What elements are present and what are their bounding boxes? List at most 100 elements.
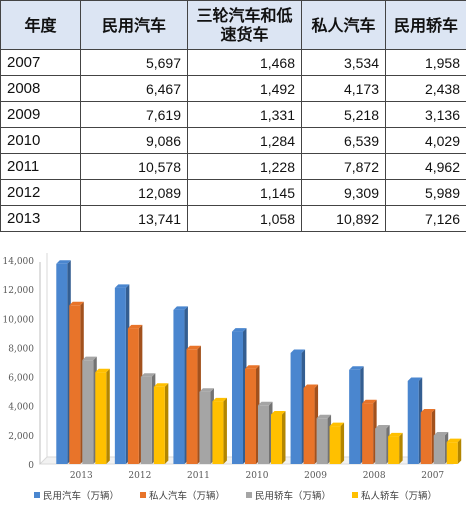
bar [154, 387, 165, 464]
bar [408, 381, 419, 464]
year-cell: 2012 [1, 180, 81, 206]
header-private-cars: 私人汽车 [302, 1, 386, 50]
bar [349, 370, 360, 464]
bar [362, 403, 373, 464]
year-cell: 2007 [1, 50, 81, 76]
bar [186, 349, 197, 464]
year-cell: 2008 [1, 76, 81, 102]
value-cell: 5,218 [302, 102, 386, 128]
bar-side [165, 383, 169, 464]
x-tick-label: 2007 [421, 471, 444, 481]
value-cell: 1,468 [188, 50, 302, 76]
value-cell: 12,089 [81, 180, 188, 206]
value-cell: 5,989 [386, 180, 466, 206]
y-tick-label: 2,000 [8, 432, 34, 442]
bar [434, 435, 445, 464]
bar [375, 428, 386, 464]
x-tick-label: 2010 [246, 471, 269, 481]
value-cell: 3,136 [386, 102, 466, 128]
value-cell: 13,741 [81, 206, 188, 232]
legend-swatch [34, 492, 40, 498]
header-tricycles-lowspeed: 三轮汽车和低速货车 [188, 1, 302, 50]
value-cell: 5,697 [81, 50, 188, 76]
header-civil-sedans: 民用轿车 [386, 1, 466, 50]
value-cell: 1,058 [188, 206, 302, 232]
bar [95, 372, 106, 464]
bar [82, 360, 93, 464]
value-cell: 7,872 [302, 154, 386, 180]
legend-swatch [246, 492, 252, 498]
y-tick-label: 12,000 [3, 286, 35, 296]
value-cell: 1,228 [188, 154, 302, 180]
bar [56, 264, 67, 464]
value-cell: 1,492 [188, 76, 302, 102]
bar [330, 426, 341, 464]
bar [173, 310, 184, 464]
bar [128, 328, 139, 464]
bar [212, 401, 223, 464]
bar [245, 369, 256, 464]
legend-label: 民用汽车（万辆） [43, 490, 119, 502]
bar [232, 332, 243, 464]
value-cell: 9,086 [81, 128, 188, 154]
value-cell: 10,578 [81, 154, 188, 180]
y-tick-label: 10,000 [3, 315, 35, 325]
value-cell: 1,145 [188, 180, 302, 206]
year-cell: 2010 [1, 128, 81, 154]
value-cell: 2,438 [386, 76, 466, 102]
value-cell: 4,962 [386, 154, 466, 180]
year-cell: 2009 [1, 102, 81, 128]
x-tick-label: 2008 [363, 471, 386, 481]
y-tick-label: 14,000 [3, 257, 35, 267]
bar [388, 436, 399, 464]
value-cell: 4,029 [386, 128, 466, 154]
x-tick-label: 2013 [70, 471, 93, 481]
bar-side [223, 398, 227, 464]
year-cell: 2013 [1, 206, 81, 232]
x-tick-label: 2011 [187, 471, 210, 481]
bar [69, 305, 80, 464]
legend-swatch [352, 492, 358, 498]
bar [421, 413, 432, 464]
bar-side [282, 411, 286, 464]
header-year: 年度 [1, 1, 81, 50]
value-cell: 3,534 [302, 50, 386, 76]
bar [271, 414, 282, 464]
bar [447, 442, 458, 464]
y-tick-label: 8,000 [8, 344, 34, 354]
legend-label: 民用轿车（万辆） [255, 490, 331, 502]
bar [304, 388, 315, 464]
bar [291, 353, 302, 464]
x-tick-label: 2009 [304, 471, 327, 481]
bar [115, 288, 126, 464]
value-cell: 1,331 [188, 102, 302, 128]
value-cell: 6,539 [302, 128, 386, 154]
value-cell: 7,126 [386, 206, 466, 232]
year-cell: 2011 [1, 154, 81, 180]
value-cell: 1,284 [188, 128, 302, 154]
bar-side [341, 423, 345, 464]
y-tick-label: 0 [28, 461, 34, 471]
table-header-row: 年度 民用汽车 三轮汽车和低速货车 私人汽车 民用轿车 [1, 1, 466, 50]
legend-swatch [140, 492, 146, 498]
x-tick-label: 2012 [128, 471, 151, 481]
bar-side [106, 369, 110, 464]
chart-svg: 02,0004,0006,0008,00010,00012,00014,0002… [0, 244, 466, 520]
bar [317, 418, 328, 464]
legend-label: 私人汽车（万辆） [149, 490, 225, 502]
legend-label: 私人轿车（万辆） [361, 490, 437, 502]
value-cell: 6,467 [81, 76, 188, 102]
y-tick-label: 4,000 [8, 403, 34, 413]
bar-side [458, 439, 462, 464]
bar [199, 392, 210, 464]
header-civil-cars: 民用汽车 [81, 1, 188, 50]
